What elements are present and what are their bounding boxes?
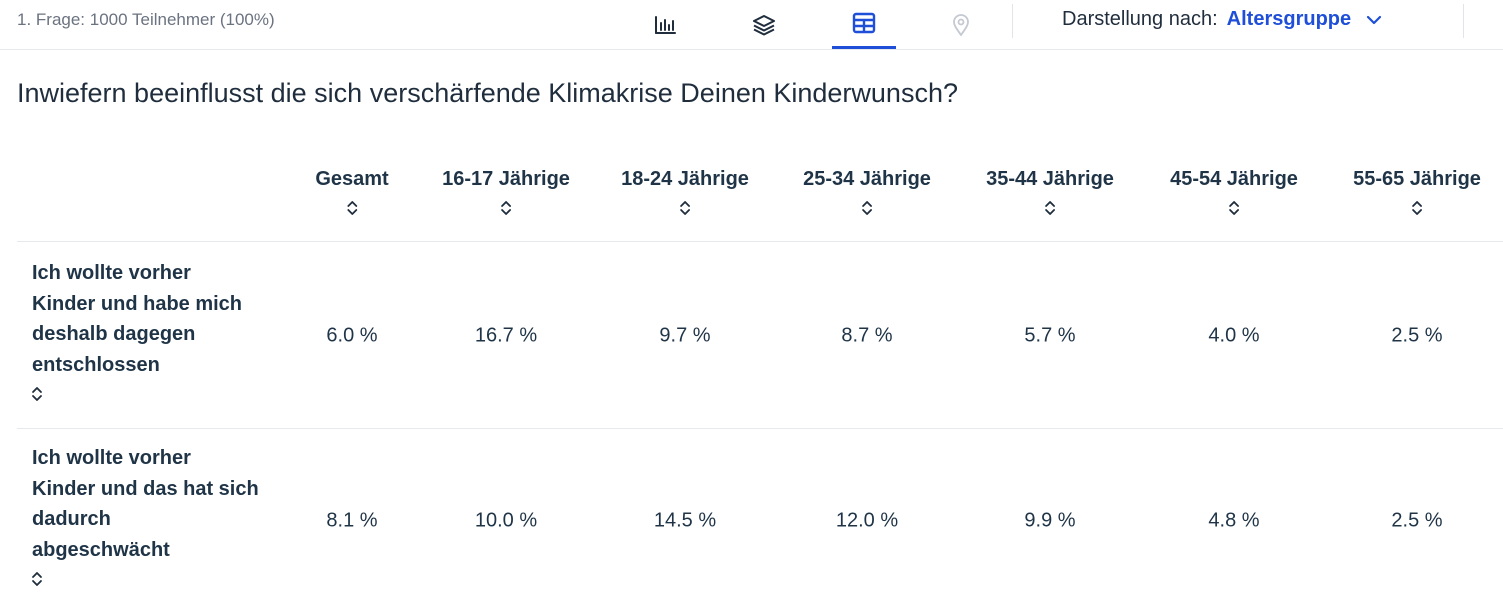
row-header-line: dadurch — [32, 508, 111, 530]
table-cell: 2.5 % — [1391, 509, 1443, 532]
row-header-line: Ich wollte vorher — [32, 447, 191, 469]
layers-icon — [753, 14, 775, 35]
display-by-label: Darstellung nach: — [1062, 8, 1218, 30]
question-meta: 1. Frage: 1000 Teilnehmer (100%) — [17, 10, 275, 29]
view-layers-button[interactable] — [732, 0, 796, 49]
table-cell: 10.0 % — [474, 509, 538, 532]
location-pin-icon — [953, 13, 969, 37]
column-header[interactable]: 18-24 Jährige — [621, 168, 749, 216]
row-header-line: Kinder und habe mich — [32, 292, 243, 315]
table-cell: 4.0 % — [1208, 324, 1260, 347]
table-icon — [852, 12, 876, 34]
toolbar-divider-right — [1463, 4, 1464, 38]
row-divider — [17, 241, 1503, 242]
toolbar-divider — [1012, 4, 1013, 38]
sort-icon[interactable] — [1228, 200, 1240, 216]
row-header-line: Ich wollte vorher — [32, 262, 191, 284]
view-bar-chart-button[interactable] — [633, 0, 697, 49]
column-header-label: 25-34 Jährige — [803, 168, 931, 190]
table-cell: 9.7 % — [659, 324, 711, 347]
column-header-label: Gesamt — [315, 168, 389, 190]
column-header[interactable]: 55-65 Jährige — [1353, 168, 1481, 216]
column-header-label: 55-65 Jährige — [1353, 168, 1481, 190]
table-cell: 8.7 % — [841, 324, 893, 347]
view-map-button[interactable] — [929, 0, 993, 49]
sort-icon[interactable] — [31, 571, 43, 587]
chevron-down-icon — [1367, 15, 1382, 24]
column-header[interactable]: 25-34 Jährige — [803, 168, 931, 216]
table-cell: 2.5 % — [1391, 324, 1443, 347]
question-title: Inwiefern beeinflusst die sich verschärf… — [17, 78, 958, 108]
display-by-dropdown[interactable]: Darstellung nach: Altersgruppe — [1062, 8, 1383, 31]
table-cell: 14.5 % — [653, 509, 717, 532]
column-header[interactable]: 16-17 Jährige — [442, 168, 570, 216]
row-header-line: Kinder und das hat sich — [32, 477, 259, 500]
row-header-line: entschlossen — [32, 353, 160, 376]
row-divider — [17, 428, 1503, 429]
column-header[interactable]: Gesamt — [315, 168, 389, 216]
sort-icon[interactable] — [1044, 200, 1056, 216]
column-header-label: 16-17 Jährige — [442, 168, 570, 190]
sort-icon[interactable] — [1411, 200, 1423, 216]
column-header[interactable]: 45-54 Jährige — [1170, 168, 1298, 216]
column-header-label: 18-24 Jährige — [621, 168, 749, 190]
table-cell: 4.8 % — [1208, 509, 1260, 532]
sort-icon[interactable] — [31, 386, 43, 402]
table-cell: 6.0 % — [326, 324, 378, 347]
row-header-line: deshalb dagegen — [32, 323, 196, 345]
row-header[interactable]: Ich wollte vorher Kinder und habe mich des… — [32, 258, 292, 402]
table-cell: 12.0 % — [835, 509, 899, 532]
column-header-label: 45-54 Jährige — [1170, 168, 1298, 190]
view-table-button[interactable] — [832, 0, 896, 49]
column-header[interactable]: 35-44 Jährige — [986, 168, 1114, 216]
sort-icon[interactable] — [346, 200, 358, 216]
table-cell: 8.1 % — [326, 509, 378, 532]
bar-chart-icon — [655, 15, 676, 34]
sort-icon[interactable] — [679, 200, 691, 216]
row-header[interactable]: Ich wollte vorher Kinder und das hat sich… — [32, 443, 292, 587]
sort-icon[interactable] — [861, 200, 873, 216]
column-header-label: 35-44 Jährige — [986, 168, 1114, 190]
sort-icon[interactable] — [500, 200, 512, 216]
table-cell: 16.7 % — [474, 324, 538, 347]
top-bar: 1. Frage: 1000 Teilnehmer (100%) — [0, 0, 1503, 50]
display-by-value: Altersgruppe — [1226, 8, 1352, 30]
table-cell: 5.7 % — [1024, 324, 1076, 347]
table-cell: 9.9 % — [1024, 509, 1076, 532]
row-header-line: abgeschwächt — [32, 538, 170, 561]
